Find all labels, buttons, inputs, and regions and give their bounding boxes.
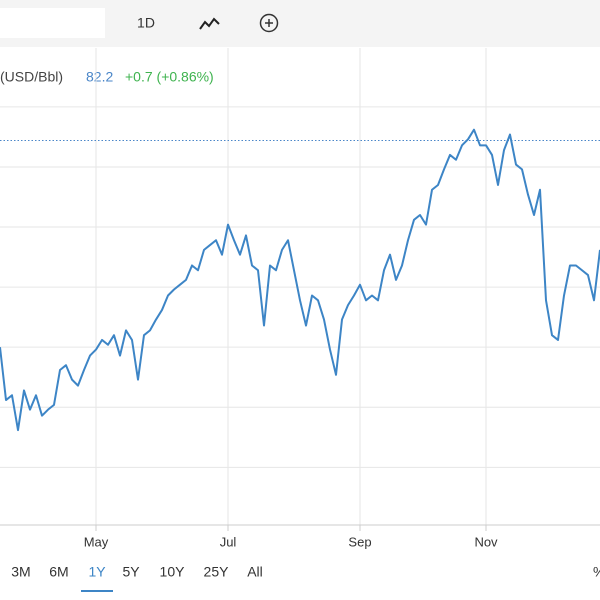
range-button[interactable]: All xyxy=(247,564,263,580)
interval-button[interactable]: 1D xyxy=(137,15,155,31)
range-button[interactable]: 25Y xyxy=(204,564,230,580)
price-line xyxy=(0,128,600,432)
add-indicator-button[interactable] xyxy=(259,13,279,33)
unit-label: (USD/Bbl) xyxy=(0,69,63,85)
price-change: +0.7 (+0.86%) xyxy=(125,69,214,85)
last-price: 82.2 xyxy=(86,69,113,85)
range-button[interactable]: 1Y xyxy=(88,564,106,580)
range-right-label: % xyxy=(593,564,600,580)
search-box[interactable] xyxy=(0,8,105,38)
x-tick-label: Sep xyxy=(348,534,371,549)
x-tick-label: May xyxy=(84,534,109,549)
plot: May Jul Sep Nov xyxy=(0,48,600,549)
x-tick-label: Jul xyxy=(220,534,237,549)
chart-style-button[interactable] xyxy=(199,17,220,30)
range-button[interactable]: 3M xyxy=(11,564,30,580)
range-selector: 3M 6M 1Y 5Y 10Y 25Y All% xyxy=(11,564,600,592)
range-button[interactable]: 5Y xyxy=(122,564,140,580)
plus-circle xyxy=(259,13,279,33)
range-button[interactable]: 10Y xyxy=(160,564,186,580)
line-icon xyxy=(199,17,220,30)
range-button[interactable]: 6M xyxy=(49,564,68,580)
x-tick-label: Nov xyxy=(474,534,498,549)
